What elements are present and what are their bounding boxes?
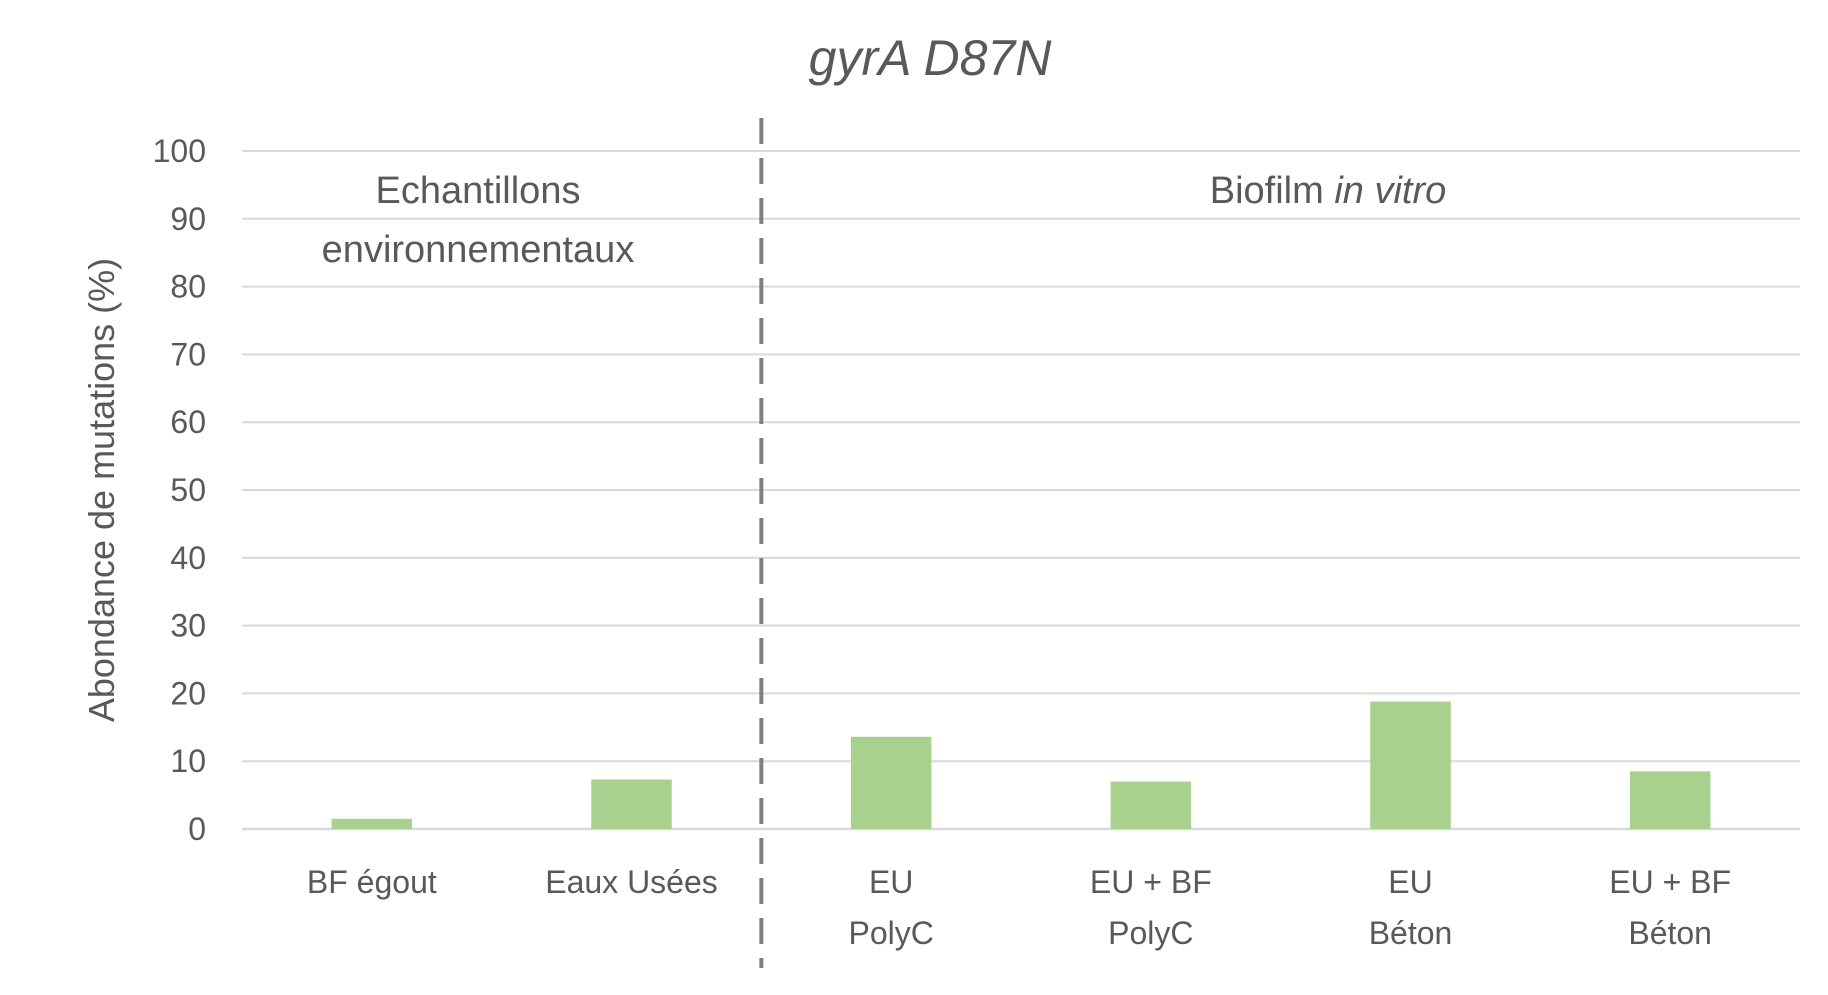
y-tick-label: 40	[170, 540, 206, 576]
bar	[591, 779, 672, 829]
section-label: Biofilm in vitro	[1210, 170, 1447, 212]
bar	[850, 736, 932, 829]
x-tick-label: EU + BF	[1609, 864, 1731, 900]
x-tick-label: EU	[1388, 864, 1432, 900]
x-tick-label: PolyC	[848, 915, 933, 951]
bar	[1370, 701, 1451, 829]
bars	[331, 701, 1711, 829]
y-tick-label: 60	[170, 404, 206, 440]
y-tick-label: 80	[170, 269, 206, 305]
y-tick-label: 100	[153, 133, 206, 169]
x-tick-label: EU + BF	[1090, 864, 1212, 900]
y-tick-label: 70	[170, 336, 206, 372]
section-label: environnementaux	[322, 229, 635, 271]
y-tick-label: 90	[170, 201, 206, 237]
x-tick-label: EU	[869, 864, 913, 900]
gridlines	[242, 150, 1800, 831]
y-tick-label: 10	[170, 743, 206, 779]
x-axis-ticks: BF égout Eaux Usées EU PolyC EU + BF PolyC EU B…	[307, 864, 1731, 951]
bar	[1629, 771, 1711, 829]
x-tick-label: BF égout	[307, 864, 437, 900]
x-tick-label: Béton	[1369, 915, 1453, 951]
x-tick-label: PolyC	[1108, 915, 1193, 951]
y-axis-label: Abondance de mutations (%)	[81, 258, 122, 722]
y-tick-label: 30	[170, 608, 206, 644]
section-label: Echantillons	[376, 170, 581, 212]
bar	[1110, 781, 1192, 829]
y-tick-label: 50	[170, 472, 206, 508]
x-tick-label: Eaux Usées	[545, 864, 718, 900]
bar	[331, 818, 413, 829]
chart-title: gyrA D87N	[809, 30, 1053, 86]
section-labels: Echantillons environnementaux Biofilm in v…	[322, 170, 1447, 271]
y-axis-ticks: 0 10 20 30 40 50 60 70 80 90 100	[153, 133, 206, 847]
x-tick-label: Béton	[1628, 915, 1712, 951]
y-tick-label: 20	[170, 675, 206, 711]
y-tick-label: 0	[188, 811, 206, 847]
